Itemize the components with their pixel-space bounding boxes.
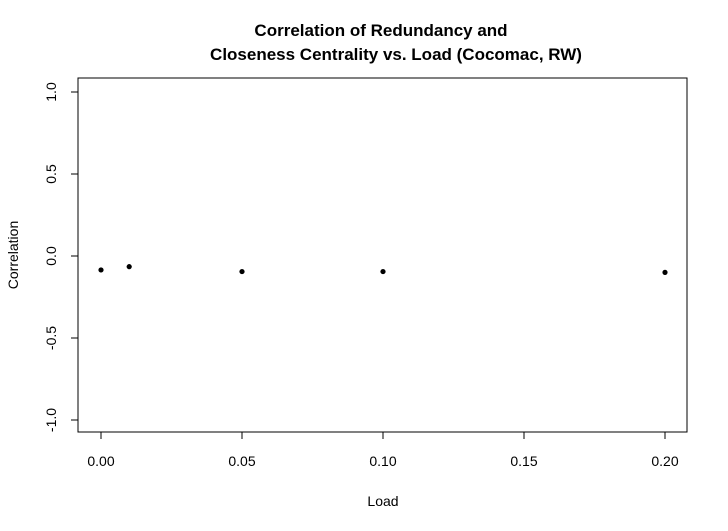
x-tick-label: 0.00 (87, 453, 114, 469)
data-points (98, 264, 668, 275)
plot-frame (77, 77, 688, 433)
data-point (239, 268, 245, 275)
data-point (380, 268, 386, 275)
y-tick-label: 0.5 (43, 164, 59, 184)
y-tick-label: 1.0 (43, 82, 59, 102)
data-point (126, 264, 132, 270)
x-tick-label: 0.20 (651, 453, 678, 469)
x-tick-label: 0.10 (369, 453, 396, 469)
data-point (98, 267, 104, 273)
x-axis-label: Load (367, 493, 398, 509)
data-point (662, 269, 668, 275)
y-axis-label: Correlation (5, 221, 21, 289)
chart-title-line-2: Closeness Centrality vs. Load (Cocomac, … (210, 45, 582, 64)
y-tick-label: 0.0 (43, 246, 59, 266)
x-tick-label: 0.05 (228, 453, 255, 469)
x-axis: 0.00 0.05 0.10 0.15 0.20 (87, 431, 679, 469)
x-tick-label: 0.15 (510, 453, 537, 469)
y-tick-label: -0.5 (43, 326, 59, 350)
chart-title-line-1: Correlation of Redundancy and (254, 21, 507, 40)
y-tick-label: -1.0 (43, 408, 59, 432)
y-axis: -1.0 -0.5 0.0 0.5 1.0 (43, 82, 79, 432)
